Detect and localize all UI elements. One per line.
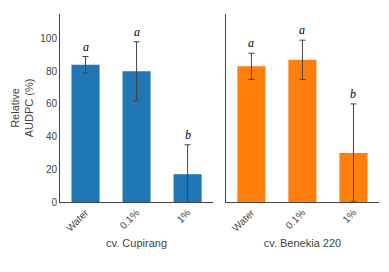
svg-text:Water: Water: [230, 207, 257, 234]
svg-text:20: 20: [46, 164, 58, 175]
svg-text:b: b: [350, 87, 356, 101]
svg-text:a: a: [248, 36, 254, 50]
svg-text:40: 40: [46, 131, 58, 142]
svg-text:Water: Water: [64, 207, 91, 234]
svg-text:RelativeAUDPC (%): RelativeAUDPC (%): [9, 79, 35, 138]
svg-text:100: 100: [40, 33, 57, 44]
svg-text:cv. Benekia 220: cv. Benekia 220: [264, 237, 341, 249]
svg-text:a: a: [83, 40, 89, 54]
svg-text:1%: 1%: [175, 207, 193, 225]
svg-text:0: 0: [51, 197, 57, 208]
svg-text:b: b: [185, 128, 191, 142]
svg-text:a: a: [299, 23, 305, 37]
svg-text:80: 80: [46, 66, 58, 77]
svg-text:0.1%: 0.1%: [118, 207, 142, 231]
svg-text:0.1%: 0.1%: [283, 207, 307, 231]
svg-text:60: 60: [46, 98, 58, 109]
svg-text:1%: 1%: [340, 207, 358, 225]
svg-text:a: a: [134, 25, 140, 39]
svg-text:cv. Cupirang: cv. Cupirang: [106, 237, 167, 249]
